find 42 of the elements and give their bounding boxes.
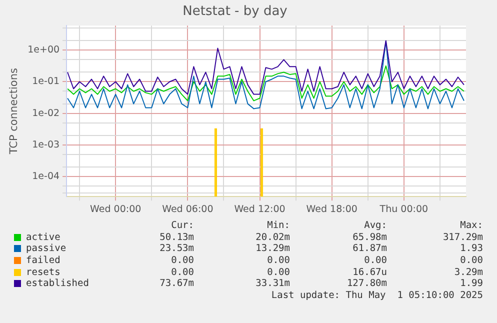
- text: 317.29m: [442, 232, 483, 243]
- x-tick-label: Wed 06:00: [162, 204, 214, 215]
- y-tick-label: 1e+00: [28, 44, 60, 56]
- legend-label: active: [26, 232, 60, 243]
- legend-label: established: [26, 278, 89, 290]
- y-tick-label: 1e-02: [32, 108, 60, 119]
- x-tick-label: Thu 00:00: [378, 204, 428, 215]
- text: Cur:: [171, 220, 194, 231]
- text: 73.67m: [160, 278, 194, 290]
- y-tick-label: 1e-03: [32, 139, 60, 150]
- text: 50.13m: [160, 232, 194, 243]
- text: 20.02m: [256, 232, 290, 243]
- legend-label: failed: [26, 255, 60, 266]
- x-tick-label: Wed 00:00: [90, 204, 142, 215]
- text: 61.87m: [352, 243, 387, 254]
- text: 23.53m: [160, 243, 194, 254]
- text: 16.67u: [352, 266, 387, 278]
- text: Avg:: [364, 220, 387, 231]
- text: 65.98m: [352, 232, 387, 243]
- text: 33.31m: [256, 278, 290, 290]
- y-tick-label: 1e-04: [32, 170, 60, 182]
- text: 127.80m: [346, 278, 387, 290]
- text: Last update: Thu May 1 05:10:00 2025: [271, 290, 483, 302]
- text: 0.00: [267, 266, 290, 278]
- x-tick-label: Wed 12:00: [234, 204, 286, 215]
- text: 1.93: [460, 243, 483, 254]
- text: Max:: [460, 220, 483, 231]
- text: 3.29m: [454, 266, 483, 278]
- x-tick-label: Wed 18:00: [306, 204, 358, 215]
- legend-label: passive: [26, 243, 66, 254]
- text: 0.00: [171, 266, 194, 278]
- legend-label: resets: [26, 266, 60, 278]
- text: 0.00: [171, 255, 194, 266]
- text: Min:: [267, 220, 290, 231]
- text: 0.00: [267, 255, 290, 266]
- text: 1.99: [460, 278, 483, 290]
- chart-title: Netstat - by day: [182, 4, 288, 20]
- text: 0.00: [364, 255, 387, 266]
- text: 13.29m: [256, 243, 290, 254]
- y-tick-label: 1e-01: [32, 76, 60, 88]
- text: 0.00: [460, 255, 483, 266]
- y-axis-title: TCP connections: [8, 68, 20, 156]
